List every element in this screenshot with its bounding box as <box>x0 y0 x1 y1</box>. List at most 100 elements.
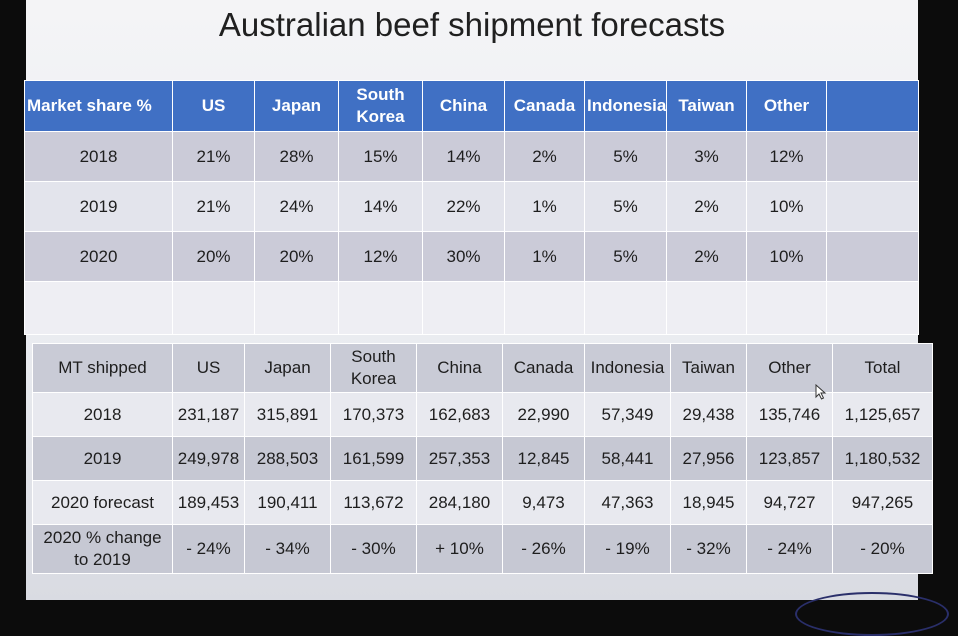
header-cell: Japan <box>244 343 331 393</box>
table-row: 2018 231,187 315,891 170,373 162,683 22,… <box>32 392 933 437</box>
mouse-pointer-icon <box>815 384 827 400</box>
table-cell: 135,746 <box>746 392 833 437</box>
empty-cell <box>24 281 173 335</box>
table-cell: 21% <box>172 131 255 182</box>
table-cell: 2% <box>666 231 747 282</box>
market-share-header-row: Market share % US Japan South Korea Chin… <box>24 80 919 132</box>
table-cell: 288,503 <box>244 436 331 481</box>
table-cell: 1,125,657 <box>832 392 933 437</box>
table-cell: 10% <box>746 231 827 282</box>
slide-title: Australian beef shipment forecasts <box>218 6 726 43</box>
table-cell: 162,683 <box>416 392 503 437</box>
table-cell: 30% <box>422 231 505 282</box>
table-cell: - 24% <box>746 524 833 574</box>
table-cell: 123,857 <box>746 436 833 481</box>
table-cell: 14% <box>422 131 505 182</box>
logo-arc <box>795 592 949 636</box>
header-cell: Other <box>746 80 827 132</box>
table-cell: 284,180 <box>416 480 503 525</box>
table-cell: 2% <box>504 131 585 182</box>
table-cell: 2% <box>666 181 747 232</box>
table-cell: + 10% <box>416 524 503 574</box>
header-cell: Indonesia <box>584 343 671 393</box>
row-label: 2020 % change to 2019 <box>32 524 173 574</box>
table-row: 2020 forecast 189,453 190,411 113,672 28… <box>32 480 933 525</box>
table-cell: - 20% <box>832 524 933 574</box>
header-cell: US <box>172 80 255 132</box>
empty-cell <box>584 281 667 335</box>
table-row: 2020 % change to 2019 - 24% - 34% - 30% … <box>32 524 933 574</box>
table-cell: 5% <box>584 181 667 232</box>
table-cell: 21% <box>172 181 255 232</box>
table-cell: 5% <box>584 131 667 182</box>
table-cell: 3% <box>666 131 747 182</box>
header-cell: MT shipped <box>32 343 173 393</box>
row-label: 2018 <box>24 131 173 182</box>
mt-shipped-header-row: MT shipped US Japan South Korea China Ca… <box>32 343 933 393</box>
table-row: 2020 20% 20% 12% 30% 1% 5% 2% 10% <box>24 231 919 282</box>
table-cell: 231,187 <box>172 392 245 437</box>
header-cell: China <box>422 80 505 132</box>
empty-cell <box>254 281 339 335</box>
header-cell: Total <box>832 343 933 393</box>
table-cell: 12% <box>746 131 827 182</box>
table-cell: 24% <box>254 181 339 232</box>
row-label: 2020 forecast <box>32 480 173 525</box>
header-cell: South Korea <box>338 80 423 132</box>
empty-cell <box>746 281 827 335</box>
empty-cell <box>172 281 255 335</box>
table-row: 2019 21% 24% 14% 22% 1% 5% 2% 10% <box>24 181 919 232</box>
table-cell: 12% <box>338 231 423 282</box>
table-cell: 14% <box>338 181 423 232</box>
empty-cell <box>504 281 585 335</box>
empty-cell <box>338 281 423 335</box>
table-cell: - 32% <box>670 524 747 574</box>
empty-cell <box>666 281 747 335</box>
row-label: 2020 <box>24 231 173 282</box>
table-cell: 1% <box>504 231 585 282</box>
empty-cell <box>422 281 505 335</box>
header-cell: Canada <box>502 343 585 393</box>
header-cell: Other <box>746 343 833 393</box>
table-cell: 161,599 <box>330 436 417 481</box>
header-cell: Indonesia <box>584 80 667 132</box>
table-row: 2018 21% 28% 15% 14% 2% 5% 3% 12% <box>24 131 919 182</box>
row-label: 2019 <box>32 436 173 481</box>
table-cell: 29,438 <box>670 392 747 437</box>
table-cell: - 34% <box>244 524 331 574</box>
table-cell: 1% <box>504 181 585 232</box>
header-cell <box>826 80 919 132</box>
table-cell <box>826 181 919 232</box>
table-cell: - 19% <box>584 524 671 574</box>
table-cell <box>826 231 919 282</box>
table-cell: 28% <box>254 131 339 182</box>
table-cell: 94,727 <box>746 480 833 525</box>
table-cell: 20% <box>254 231 339 282</box>
table-row: 2019 249,978 288,503 161,599 257,353 12,… <box>32 436 933 481</box>
table-cell: 190,411 <box>244 480 331 525</box>
table-cell: 170,373 <box>330 392 417 437</box>
table-cell: 10% <box>746 181 827 232</box>
header-cell: China <box>416 343 503 393</box>
table-cell: 58,441 <box>584 436 671 481</box>
table-cell: 947,265 <box>832 480 933 525</box>
table-cell: 257,353 <box>416 436 503 481</box>
table-cell: 315,891 <box>244 392 331 437</box>
table-cell: 249,978 <box>172 436 245 481</box>
row-label: 2019 <box>24 181 173 232</box>
table-cell: 113,672 <box>330 480 417 525</box>
table-cell: 15% <box>338 131 423 182</box>
table-cell: 27,956 <box>670 436 747 481</box>
mt-shipped-table: MT shipped US Japan South Korea China Ca… <box>32 343 933 574</box>
table-cell: 22% <box>422 181 505 232</box>
header-cell: Canada <box>504 80 585 132</box>
table-cell: 22,990 <box>502 392 585 437</box>
header-cell: Taiwan <box>666 80 747 132</box>
table-cell: 9,473 <box>502 480 585 525</box>
table-cell: 12,845 <box>502 436 585 481</box>
table-cell <box>826 131 919 182</box>
header-cell: Market share % <box>24 80 173 132</box>
table-cell: - 26% <box>502 524 585 574</box>
empty-cell <box>826 281 919 335</box>
table-cell: 5% <box>584 231 667 282</box>
